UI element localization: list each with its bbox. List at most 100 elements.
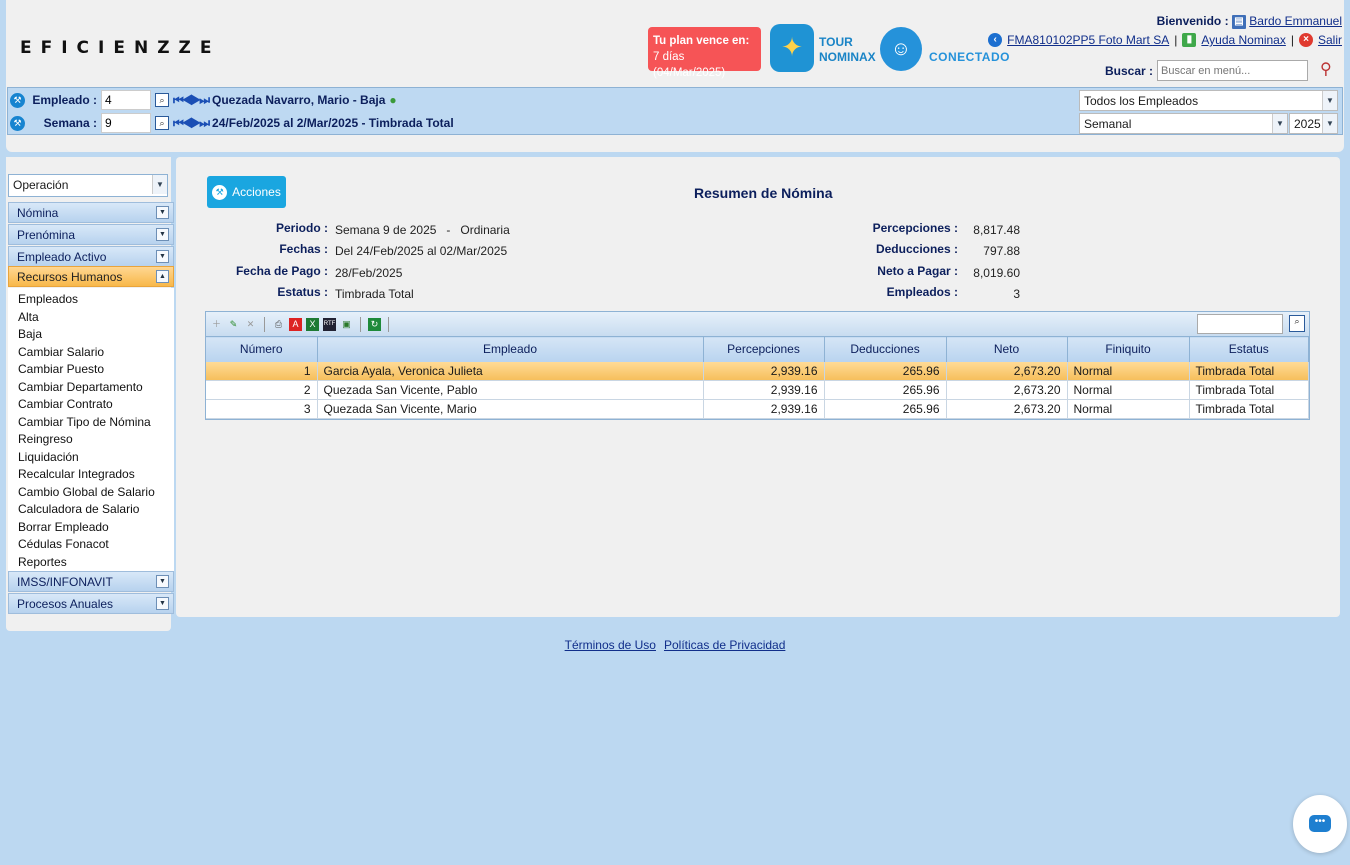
table-cell: 265.96 xyxy=(824,380,947,400)
chevron-down-icon[interactable]: ▼ xyxy=(156,228,169,241)
column-header[interactable]: Empleado xyxy=(317,336,704,362)
sidebar-item[interactable]: Cambiar Contrato xyxy=(18,397,113,411)
menu-section-nomina[interactable]: Nómina ▼ xyxy=(8,202,174,223)
magic-wand-icon[interactable]: ✦ xyxy=(770,24,814,72)
menu-section-empleado-activo[interactable]: Empleado Activo ▼ xyxy=(8,246,174,267)
privacy-link[interactable]: Políticas de Privacidad xyxy=(663,638,786,652)
excel-icon[interactable]: X xyxy=(306,317,319,331)
sidebar-item[interactable]: Borrar Empleado xyxy=(18,519,109,534)
summary-value: Del 24/Feb/2025 al 02/Mar/2025 xyxy=(335,244,508,258)
chevron-down-icon[interactable]: ▼ xyxy=(1272,114,1287,133)
company-link[interactable]: FMA810102PP5 Foto Mart SA xyxy=(1007,33,1170,47)
summary-label: Fecha de Pago : xyxy=(235,264,328,278)
sidebar-item[interactable]: Cambiar Puesto xyxy=(18,362,105,376)
sidebar-item[interactable]: Recalcular Integrados xyxy=(18,467,135,481)
plan-days: 7 días (04/Mar/2025) xyxy=(653,51,726,79)
plan-title: Tu plan vence en: xyxy=(653,35,750,47)
table-row[interactable]: 1 Garcia Ayala, Veronica Julieta 2,939.16 2… xyxy=(206,361,1309,381)
edit-icon[interactable]: ✎ xyxy=(229,318,238,329)
header-links: ‹ FMA810102PP5 Foto Mart SA | ▮ Ayuda Nomin… xyxy=(988,33,1342,47)
user-link[interactable]: Bardo Emmanuel xyxy=(1249,14,1342,28)
nav-arrows-icon[interactable]: ⏮◀▶⏭ xyxy=(173,92,210,107)
menu-section-procesos-anuales[interactable]: Procesos Anuales ▼ xyxy=(8,593,174,614)
search-icon[interactable]: ⚲ xyxy=(1320,61,1332,78)
payroll-table: Número Empleado Percepciones Deducciones Net… xyxy=(206,336,1309,419)
menu-section-recursos-humanos[interactable]: Recursos Humanos ▲ xyxy=(8,266,174,287)
acciones-button[interactable]: ⚒ Acciones xyxy=(207,176,286,208)
operation-select[interactable]: Operación ▼ xyxy=(8,174,168,197)
column-header[interactable]: Deducciones xyxy=(824,336,947,362)
chevron-down-icon[interactable]: ▼ xyxy=(152,175,167,194)
week-description: 24/Feb/2025 al 2/Mar/2025 - Timbrada Tot… xyxy=(212,116,454,130)
back-arrow-icon[interactable]: ‹ xyxy=(988,33,1003,47)
summary-label: Empleados : xyxy=(886,285,958,299)
plan-expiry-banner[interactable]: Tu plan vence en: 7 días (04/Mar/2025) xyxy=(648,27,761,79)
menu-section-imss[interactable]: IMSS/INFONAVIT ▼ xyxy=(8,571,174,592)
chevron-down-icon[interactable]: ▼ xyxy=(1322,114,1337,133)
column-header[interactable]: Neto xyxy=(946,336,1068,362)
print-icon[interactable]: ⎙ xyxy=(274,318,283,329)
sidebar-item[interactable]: Cambiar Departamento xyxy=(18,379,143,394)
column-header[interactable]: Finiquito xyxy=(1067,336,1190,362)
summary-label: Deducciones : xyxy=(875,242,958,256)
table-cell: Timbrada Total xyxy=(1189,399,1309,419)
sidebar-item[interactable]: Cambiar Tipo de Nómina xyxy=(18,414,151,429)
employee-filter-select[interactable]: Todos los Empleados ▼ xyxy=(1079,90,1338,111)
wrench-icon[interactable]: ⚒ xyxy=(10,115,25,131)
column-header[interactable]: Número xyxy=(206,336,318,362)
sidebar-item[interactable]: Empleados xyxy=(18,292,79,306)
add-icon[interactable]: ＋ xyxy=(211,318,221,329)
table-row[interactable]: 3 Quezada San Vicente, Mario 2,939.16 265.9… xyxy=(206,399,1309,419)
export-icon[interactable]: ▣ xyxy=(342,318,351,329)
help-link[interactable]: Ayuda Nominax xyxy=(1201,33,1286,47)
sidebar-item[interactable]: Cambiar Salario xyxy=(18,344,105,359)
search-input[interactable] xyxy=(1157,60,1308,81)
tour-nominax-link[interactable]: TOUR NOMINAX xyxy=(819,35,876,65)
lookup-icon[interactable]: ⌕ xyxy=(155,93,169,107)
chevron-up-icon[interactable]: ▲ xyxy=(156,270,169,283)
search-icon[interactable]: ⌕ xyxy=(1289,315,1305,332)
logout-link[interactable]: Salir xyxy=(1317,33,1342,47)
divider xyxy=(264,316,265,332)
table-cell: 2,673.20 xyxy=(946,361,1068,381)
chevron-down-icon[interactable]: ▼ xyxy=(156,250,169,263)
summary-value: Semana 9 de 2025 - Ordinaria xyxy=(335,223,510,237)
close-icon[interactable]: × xyxy=(1298,33,1313,47)
nav-arrows-icon[interactable]: ⏮◀▶⏭ xyxy=(173,115,210,130)
rtf-icon[interactable]: RTF xyxy=(323,317,336,331)
summary-label: Estatus : xyxy=(277,285,328,299)
lookup-icon[interactable]: ⌕ xyxy=(155,116,169,130)
grid-search-input[interactable] xyxy=(1197,314,1283,334)
section-label: IMSS/INFONAVIT xyxy=(17,575,113,589)
employee-input[interactable] xyxy=(101,90,151,110)
robot-icon[interactable]: ☺ xyxy=(880,27,922,71)
refresh-icon[interactable]: ↻ xyxy=(368,317,381,331)
sidebar-item[interactable]: Cédulas Fonacot xyxy=(18,537,109,551)
year-select[interactable]: 2025 ▼ xyxy=(1289,113,1338,134)
sidebar-item[interactable]: Liquidación xyxy=(18,449,79,464)
week-input[interactable] xyxy=(101,113,151,133)
sidebar-item[interactable]: Baja xyxy=(18,327,43,341)
chevron-down-icon[interactable]: ▼ xyxy=(156,206,169,219)
wrench-icon[interactable]: ⚒ xyxy=(10,92,25,108)
sidebar-item[interactable]: Calculadora de Salario xyxy=(18,502,140,516)
pdf-icon[interactable]: A xyxy=(289,317,302,331)
chevron-down-icon[interactable]: ▼ xyxy=(156,597,169,610)
terms-link[interactable]: Términos de Uso xyxy=(564,638,656,652)
chat-button[interactable]: ••• xyxy=(1293,795,1347,853)
column-header[interactable]: Percepciones xyxy=(703,336,825,362)
sidebar-item[interactable]: Reingreso xyxy=(18,432,73,446)
operation-value: Operación xyxy=(13,178,69,192)
column-header[interactable]: Estatus xyxy=(1189,336,1309,362)
chevron-down-icon[interactable]: ▼ xyxy=(156,575,169,588)
conectado-label[interactable]: CONECTADO xyxy=(929,50,1010,64)
sidebar-item[interactable]: Alta xyxy=(18,309,39,324)
sidebar-item[interactable]: Reportes xyxy=(18,554,67,569)
menu-section-prenomina[interactable]: Prenómina ▼ xyxy=(8,224,174,245)
period-type-select[interactable]: Semanal ▼ xyxy=(1079,113,1288,134)
chevron-down-icon[interactable]: ▼ xyxy=(1322,91,1337,110)
table-row[interactable]: 2 Quezada San Vicente, Pablo 2,939.16 265.9… xyxy=(206,380,1309,400)
person-status-icon: ● xyxy=(389,93,397,107)
sidebar-item[interactable]: Cambio Global de Salario xyxy=(18,484,155,499)
delete-icon[interactable]: ✕ xyxy=(246,318,255,329)
